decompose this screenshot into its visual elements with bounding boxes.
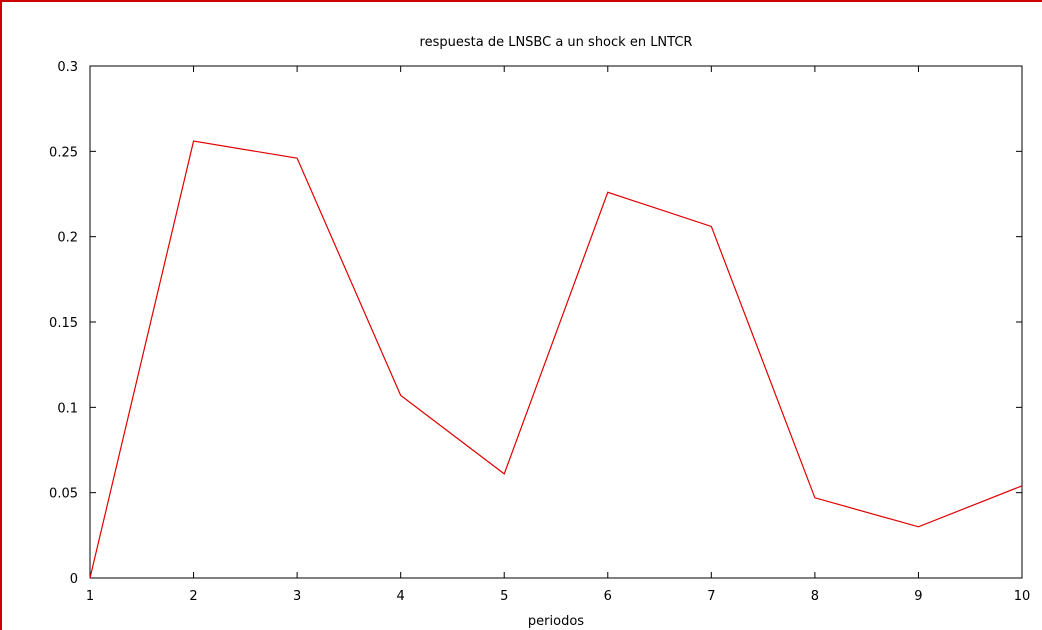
y-tick-label: 0.25 bbox=[49, 145, 78, 160]
x-tick-label: 10 bbox=[1014, 589, 1031, 604]
x-tick-label: 1 bbox=[86, 589, 94, 604]
plot-area bbox=[89, 65, 1023, 579]
y-axis-tick-labels: 0 0.05 0.1 0.15 0.2 0.25 0.3 bbox=[49, 60, 78, 587]
x-axis-tick-labels: 1 2 3 4 5 6 7 8 9 10 bbox=[86, 589, 1030, 604]
series-group bbox=[89, 140, 1023, 579]
x-tick-label: 6 bbox=[604, 589, 612, 604]
y-tick-label: 0.15 bbox=[49, 316, 78, 331]
x-tick-label: 9 bbox=[914, 589, 922, 604]
y-tick-label: 0.1 bbox=[57, 401, 78, 416]
axis-ticks bbox=[89, 65, 1023, 579]
y-tick-label: 0 bbox=[70, 572, 78, 587]
y-tick-label: 0.05 bbox=[49, 487, 78, 502]
y-tick-label: 0.2 bbox=[57, 231, 78, 246]
y-tick-label: 0.3 bbox=[57, 60, 78, 75]
chart-title: respuesta de LNSBC a un shock en LNTCR bbox=[420, 35, 693, 50]
x-axis-label: periodos bbox=[528, 614, 584, 629]
x-tick-label: 8 bbox=[811, 589, 819, 604]
x-tick-label: 4 bbox=[397, 589, 405, 604]
x-tick-label: 3 bbox=[293, 589, 301, 604]
series-line bbox=[89, 140, 1023, 579]
x-tick-label: 2 bbox=[189, 589, 197, 604]
x-tick-label: 5 bbox=[500, 589, 508, 604]
x-tick-label: 7 bbox=[707, 589, 715, 604]
